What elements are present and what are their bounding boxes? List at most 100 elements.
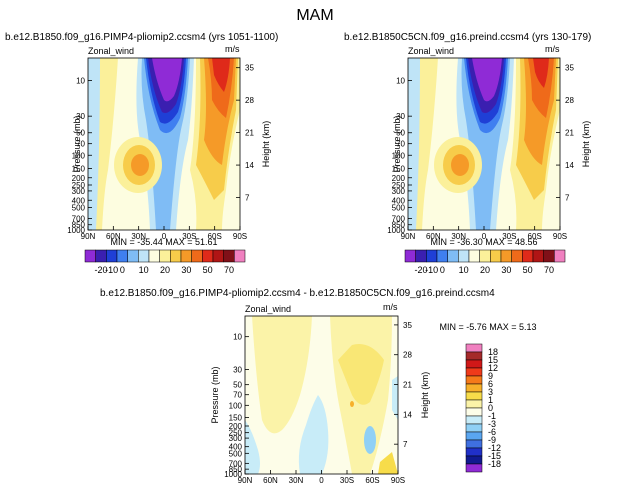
colorbar-box (138, 249, 150, 263)
colorbar-label: 30 (181, 265, 191, 275)
panel-2-colorbar: -20-10 0 10 20 30 50 70 (404, 249, 566, 275)
colorbar-label: 3 (488, 387, 493, 397)
panel-2-stj-core (451, 154, 469, 176)
panel-1-title: b.e12.B1850.f09_g16.PIMP4-pliomip2.ccsm4… (5, 32, 278, 43)
colorbar-label: 15 (488, 355, 498, 365)
panel-2: b.e12.B1850C5CN.f09_g16.preind.ccsm4 (yr… (344, 32, 591, 275)
panel-3: b.e12.B1850.f09_g16.PIMP4-pliomip2.ccsm4… (100, 288, 537, 485)
x-tick-label: 60N (263, 476, 278, 485)
y-tick-label: 50 (76, 129, 85, 138)
colorbar-box (436, 249, 448, 263)
panel-1-sh-jet-core (212, 58, 230, 92)
colorbar-box (458, 249, 470, 263)
colorbar-label: 10 (139, 265, 149, 275)
y2-tick-label: 14 (245, 161, 254, 170)
panel-1-variable: Zonal_wind (88, 46, 134, 56)
x-tick-label: 60N (426, 232, 441, 241)
y-tick-label: 100 (229, 401, 243, 410)
figure-title: MAM (296, 7, 333, 24)
panel-2-easterly-core (472, 58, 502, 102)
panel-1-easterly-core (152, 58, 182, 102)
panel-1-units: m/s (225, 44, 240, 54)
panel-3-title: b.e12.B1850.f09_g16.PIMP4-pliomip2.ccsm4… (100, 288, 495, 299)
panel-2-nh-jet-upper (416, 58, 438, 230)
y-tick-label: 10 (76, 77, 85, 86)
colorbar-box (447, 249, 459, 263)
colorbar-box (404, 249, 416, 263)
y-tick-label: 10 (396, 77, 405, 86)
panel-1-field (88, 58, 240, 230)
panel-2-sh-jet-core (533, 58, 549, 88)
panel-1-y2label: Height (km) (261, 121, 271, 168)
panel-1-ylabel: Pressure (mb) (72, 115, 82, 172)
x-tick-label: 30N (451, 232, 466, 241)
y-tick-label: 400 (392, 196, 406, 205)
y2-tick-label: 28 (565, 96, 574, 105)
panel-2-sh-jet-3 (528, 58, 554, 118)
x-tick-label: 30S (182, 232, 196, 241)
x-tick-label: 60S (365, 476, 379, 485)
x-tick-label: 0 (162, 232, 167, 241)
panel-1-nh-jet-upper (96, 58, 118, 230)
panel-3-neg-tropics (298, 395, 329, 474)
y-tick-label: 500 (392, 203, 406, 212)
colorbar-label: -10 (105, 265, 118, 275)
colorbar-box (532, 249, 544, 263)
panel-3-neg-sh (364, 426, 376, 454)
colorbar-box (465, 415, 483, 425)
panel-2-variable: Zonal_wind (408, 46, 454, 56)
x-tick-label: 30S (502, 232, 516, 241)
colorbar-label: 50 (523, 265, 533, 275)
colorbar-box (465, 351, 483, 361)
colorbar-label: -20 (414, 265, 427, 275)
y2-tick-label: 28 (245, 96, 254, 105)
colorbar-label: -9 (488, 435, 496, 445)
y-tick-label: 50 (233, 381, 242, 390)
panel-1-stats: MIN = -35.44 MAX = 51.61 (110, 237, 217, 247)
colorbar-label: 6 (488, 379, 493, 389)
colorbar-box (465, 383, 483, 393)
colorbar-box (234, 249, 246, 263)
y2-tick-label: 35 (403, 321, 412, 330)
x-tick-label: 30N (131, 232, 146, 241)
colorbar-box (554, 249, 566, 263)
colorbar-box (465, 439, 483, 449)
y-tick-label: 150 (72, 164, 86, 173)
colorbar-box (465, 423, 483, 433)
y-tick-label: 70 (76, 140, 85, 149)
panel-1-stj-core (131, 154, 149, 176)
panel-1-axes: 90N 60N 30N 0 30S 60S 90S103050701001502002503… (67, 64, 254, 241)
colorbar-label: 20 (480, 265, 490, 275)
y-tick-label: 700 (392, 214, 406, 223)
y-tick-label: 400 (229, 443, 243, 452)
colorbar-box (500, 249, 512, 263)
y-tick-label: 250 (392, 181, 406, 190)
colorbar-box (522, 249, 534, 263)
colorbar-box (191, 249, 203, 263)
y2-tick-label: 35 (245, 64, 254, 73)
colorbar-label: -1 (488, 411, 496, 421)
x-tick-label: 30S (340, 476, 354, 485)
colorbar-label: -20 (94, 265, 107, 275)
colorbar-box (490, 249, 502, 263)
y-tick-label: 30 (396, 112, 405, 121)
colorbar-label: 18 (488, 347, 498, 357)
colorbar-box (465, 367, 483, 377)
colorbar-label: 0 (488, 403, 493, 413)
colorbar-box (415, 249, 427, 263)
colorbar-label: -6 (488, 427, 496, 437)
colorbar-label: -18 (488, 459, 501, 469)
y2-tick-label: 21 (245, 129, 254, 138)
colorbar-box (465, 359, 483, 369)
y2-tick-label: 28 (403, 351, 412, 360)
panel-3-pos-spot (350, 401, 354, 407)
colorbar-box (465, 455, 483, 465)
y-tick-label: 50 (396, 129, 405, 138)
y2-tick-label: 7 (565, 194, 570, 203)
panel-3-variable: Zonal_wind (245, 304, 291, 314)
panel-3-neg-nh-surface (245, 420, 260, 474)
y-tick-label: 850 (229, 465, 243, 474)
colorbar-box (84, 249, 96, 263)
panel-1: b.e12.B1850.f09_g16.PIMP4-pliomip2.ccsm4… (5, 32, 278, 275)
y-tick-label: 1000 (67, 226, 85, 235)
